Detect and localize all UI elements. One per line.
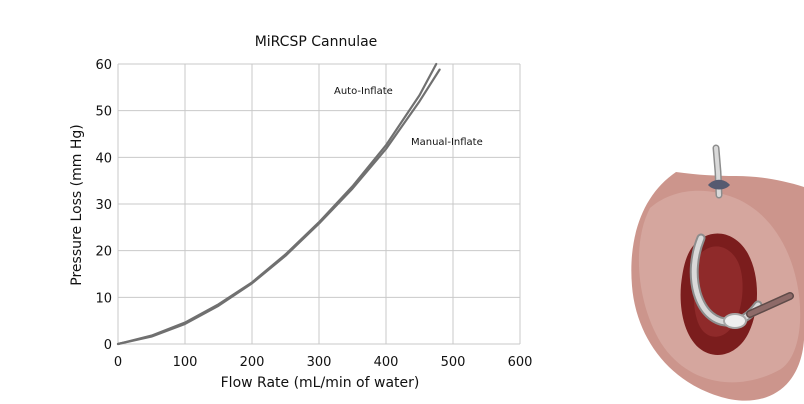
auto-inflate-series-label: Auto-Inflate: [334, 86, 393, 97]
y-tick-label: 30: [95, 198, 112, 213]
cannula-in-heart-illustration: [631, 144, 804, 401]
x-tick-label: 200: [240, 355, 265, 370]
x-tick-label: 0: [114, 355, 122, 370]
outflow-tube: [747, 293, 793, 317]
grid-layer: [117, 63, 521, 345]
x-tick-label: 300: [307, 355, 332, 370]
annotation-layer: Auto-Inflate Manual-Inflate: [334, 86, 483, 148]
x-tick-label: 500: [441, 355, 466, 370]
cannula-connector: [723, 313, 747, 329]
y-tick-label: 60: [95, 58, 112, 73]
y-tick-label: 20: [95, 245, 112, 260]
chart-title: MiRCSP Cannulae: [255, 34, 378, 50]
x-axis-label: Flow Rate (mL/min of water): [221, 375, 420, 391]
y-tick-label: 50: [95, 105, 112, 120]
x-tick-label: 400: [374, 355, 399, 370]
series-layer: [116, 62, 441, 346]
y-tick-label: 0: [104, 338, 112, 353]
y-axis-label: Pressure Loss (mm Hg): [69, 124, 85, 285]
manual-inflate-series-line: [116, 68, 441, 346]
suture-knot: [708, 179, 730, 190]
y-tick-label: 10: [95, 291, 112, 306]
x-tick-label: 100: [173, 355, 198, 370]
tick-layer: 0 100 200 300 400 500 600 0 10 20 30 40 50 60: [95, 58, 532, 370]
y-tick-label: 40: [95, 151, 112, 166]
x-tick-label: 600: [508, 355, 533, 370]
pressure-loss-chart: MiRCSP Cannulae 0 100 200 300 400 500 600 0 10 20…: [69, 34, 532, 391]
manual-inflate-series-label: Manual-Inflate: [411, 137, 483, 148]
